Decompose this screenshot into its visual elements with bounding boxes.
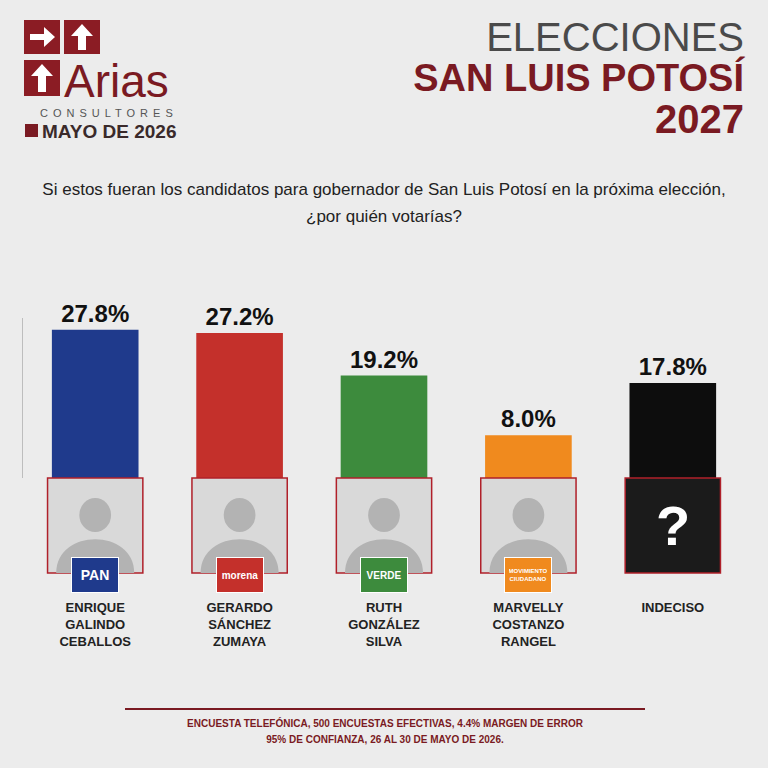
svg-text:RUTHGONZÁLEZSILVA: RUTHGONZÁLEZSILVA (348, 600, 420, 649)
svg-text:MARVELLYCOSTANZORANGEL: MARVELLYCOSTANZORANGEL (492, 600, 564, 649)
html-text:CONSULTORES: CONSULTORES (40, 107, 178, 119)
svg-text:?: ? (656, 494, 690, 557)
svg-text:GERARDOSÁNCHEZZUMAYA: GERARDOSÁNCHEZZUMAYA (206, 600, 272, 649)
svg-text:19.2%: 19.2% (350, 346, 418, 373)
svg-text:INDECISO: INDECISO (641, 600, 704, 615)
html-text:95% DE CONFIANZA, 26 AL 30 DE: 95% DE CONFIANZA, 26 AL 30 DE MAYO DE 20… (266, 734, 504, 745)
html-text:MAYO DE 2026: MAYO DE 2026 (42, 121, 177, 142)
svg-text:morena: morena (222, 570, 259, 581)
svg-text:ENRIQUEGALINDOCEBALLOS: ENRIQUEGALINDOCEBALLOS (59, 600, 131, 649)
svg-text:17.8%: 17.8% (639, 353, 707, 380)
svg-text:PAN: PAN (81, 567, 110, 583)
html-text:ENCUESTA TELEFÓNICA, 500 ENCUE: ENCUESTA TELEFÓNICA, 500 ENCUESTAS EFECT… (187, 718, 583, 729)
svg-text:8.0%: 8.0% (501, 405, 556, 432)
html-text:SAN LUIS POTOSÍ: SAN LUIS POTOSÍ (413, 57, 744, 99)
svg-text:27.2%: 27.2% (206, 303, 274, 330)
html-text:Si estos fueran los candidatos: Si estos fueran los candidatos para gobe… (42, 180, 726, 226)
html-text:Arias: Arias (64, 55, 169, 107)
html-text:2027: 2027 (655, 97, 744, 141)
svg-text:MOVIMIENTOCIUDADANO: MOVIMIENTOCIUDADANO (509, 568, 547, 582)
svg-text:27.8%: 27.8% (61, 300, 129, 327)
svg-text:VERDE: VERDE (367, 570, 402, 581)
html-text:ELECCIONES: ELECCIONES (486, 15, 744, 59)
